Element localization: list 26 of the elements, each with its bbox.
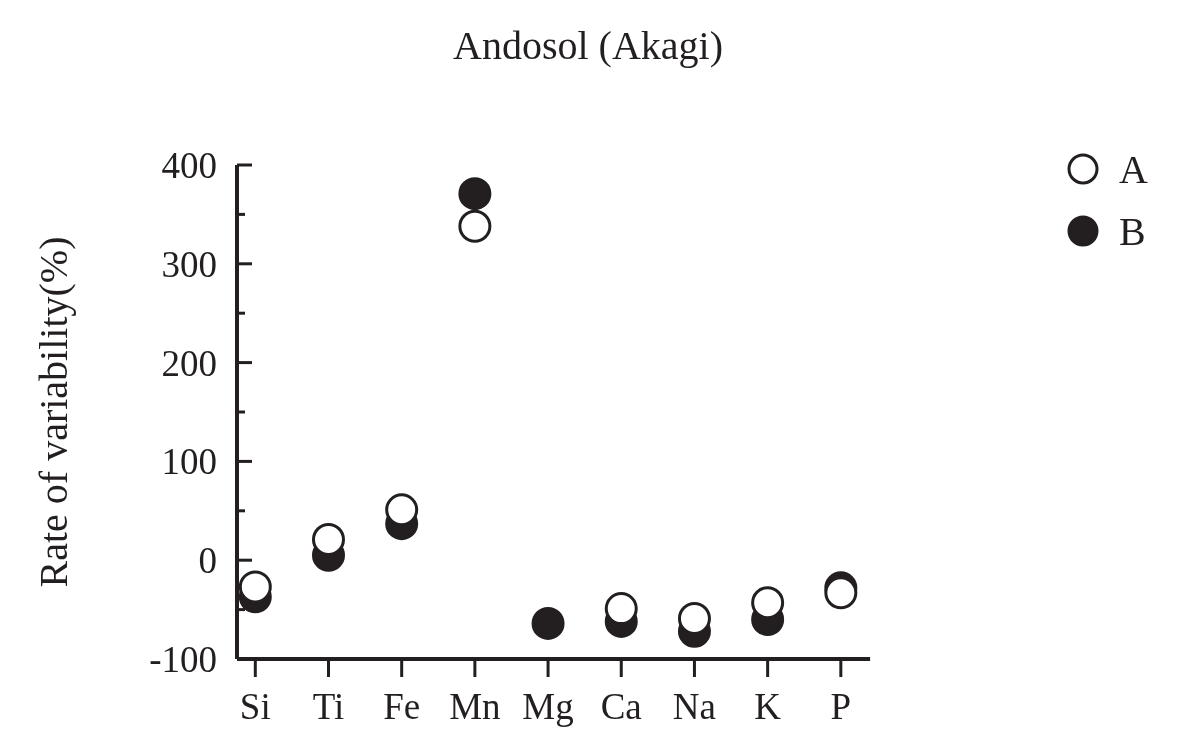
y-tick-label: 200 xyxy=(161,342,217,384)
point xyxy=(311,522,345,556)
y-tick-label: 100 xyxy=(161,441,217,483)
point xyxy=(751,586,785,620)
point xyxy=(677,601,711,635)
legend-label: A xyxy=(1119,145,1148,193)
x-tick-label: Mn xyxy=(449,686,501,728)
point xyxy=(385,493,419,527)
y-tick-label: 300 xyxy=(161,243,217,285)
x-tick-label: P xyxy=(830,686,852,728)
y-tick-label: 0 xyxy=(198,540,217,582)
chart-title: Andosol (Akagi) xyxy=(452,22,724,69)
legend-label: B xyxy=(1119,207,1146,255)
point xyxy=(458,177,492,211)
y-tick-label: -100 xyxy=(149,638,217,680)
x-tick-label: Mg xyxy=(522,686,574,728)
x-tick-label: Ca xyxy=(600,686,642,728)
y-tick-label: 400 xyxy=(161,144,217,186)
point xyxy=(531,606,565,640)
x-tick-label: K xyxy=(754,686,782,728)
x-tick-label: Ti xyxy=(312,686,345,728)
y-axis-title: Rate of variability(%) xyxy=(31,236,77,588)
point xyxy=(238,570,272,604)
x-tick-label: Fe xyxy=(383,686,421,728)
x-tick-label: Na xyxy=(672,686,717,728)
x-tick-label: Si xyxy=(239,686,271,728)
